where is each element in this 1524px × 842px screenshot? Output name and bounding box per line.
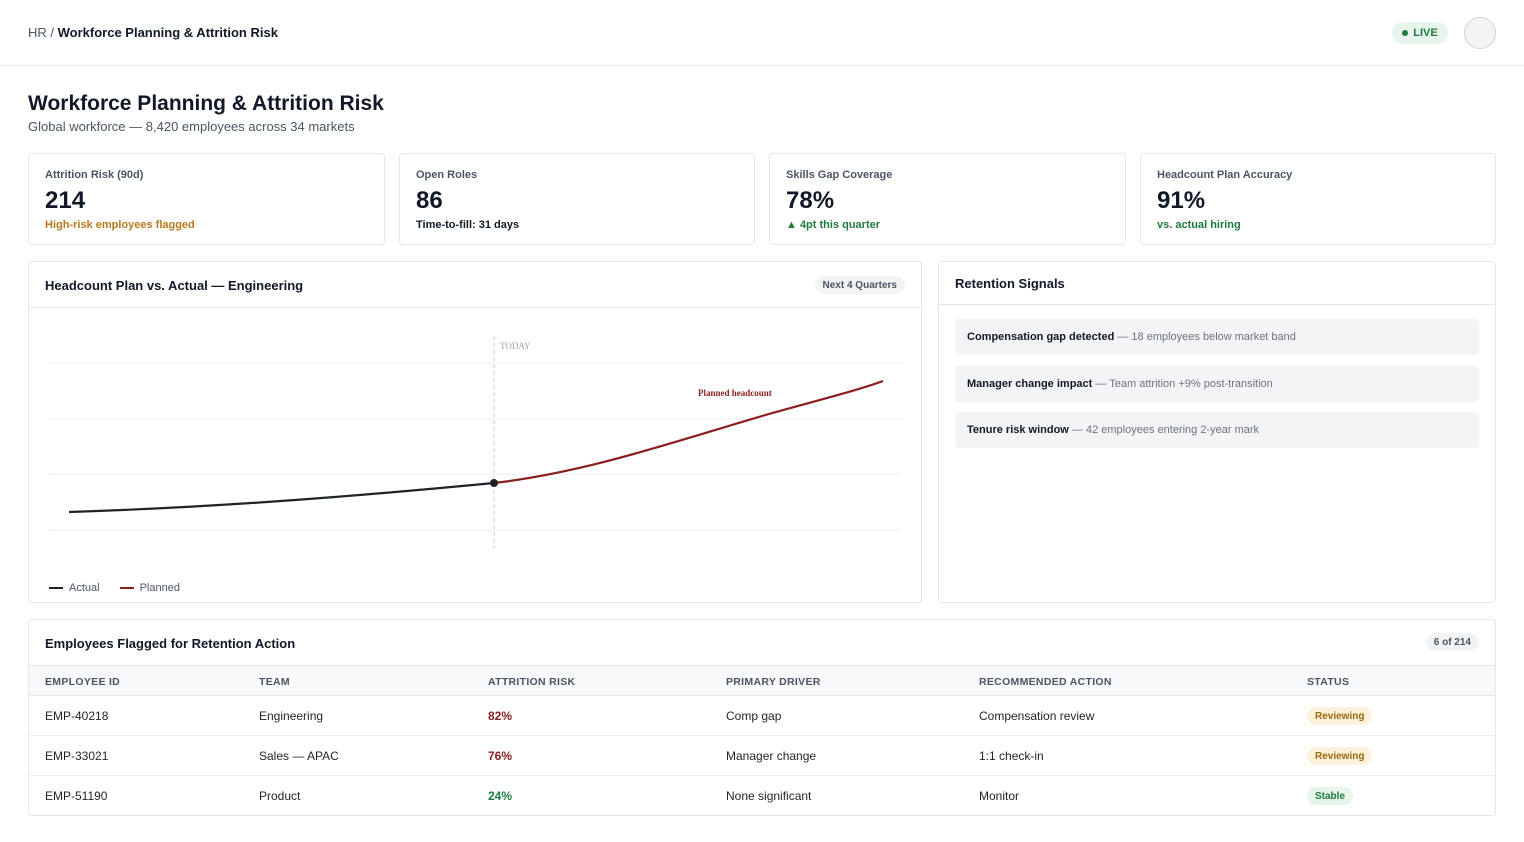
cell-employee-id: EMP-40218 xyxy=(45,709,109,723)
cell-team: Engineering xyxy=(259,709,324,723)
retention-title: Retention Signals xyxy=(955,276,1065,291)
kpi-label: Open Roles xyxy=(416,169,478,181)
quarter-range-badge[interactable]: Next 4 Quarters xyxy=(814,276,905,294)
breadcrumb-root[interactable]: HR xyxy=(28,25,47,40)
cell-attrition-risk: 82% xyxy=(488,709,513,723)
cell-primary-driver: None significant xyxy=(726,789,812,803)
cell-employee-id: EMP-51190 xyxy=(45,789,108,803)
kpi-note: High-risk employees flagged xyxy=(45,219,195,231)
chart-legend: Actual Planned xyxy=(49,582,180,594)
live-status-badge: LIVE xyxy=(1392,22,1448,44)
table-title: Employees Flagged for Retention Action xyxy=(45,636,296,651)
user-avatar[interactable] xyxy=(1464,17,1496,49)
planned-annotation: Planned headcount xyxy=(698,388,772,398)
actual-series-line xyxy=(68,481,495,514)
legend-item-planned: Planned xyxy=(119,582,180,594)
cell-employee-id: EMP-33021 xyxy=(45,749,109,763)
column-header-status[interactable]: STATUS xyxy=(1307,676,1350,688)
cell-recommended-action: Compensation review xyxy=(979,709,1095,723)
signal-manager-change[interactable]: Manager change impact — Team attrition +… xyxy=(955,366,1479,402)
status-badge: Reviewing xyxy=(1307,747,1373,765)
signal-detail: — 18 employees below market band xyxy=(1114,331,1296,343)
kpi-value: 86 xyxy=(416,187,443,214)
signal-compensation-gap[interactable]: Compensation gap detected — 18 employees… xyxy=(955,319,1479,355)
breadcrumb-separator: / xyxy=(46,25,58,40)
table-row[interactable]: EMP-51190 Product 24% None significant M… xyxy=(29,776,1495,816)
table-header: EMPLOYEE ID TEAM ATTRITION RISK PRIMARY … xyxy=(29,665,1495,696)
count-badge: 6 of 214 xyxy=(1425,633,1479,651)
top-bar: HR / Workforce Planning & Attrition Risk… xyxy=(0,0,1524,66)
chart-title: Headcount Plan vs. Actual — Engineering xyxy=(45,278,304,293)
page-title: Workforce Planning & Attrition Risk xyxy=(28,92,384,115)
today-label: TODAY xyxy=(500,341,531,351)
today-point[interactable] xyxy=(490,479,498,487)
legend-item-actual: Actual xyxy=(49,582,100,594)
table-row[interactable]: EMP-33021 Sales — APAC 76% Manager chang… xyxy=(29,736,1495,776)
kpi-value: 78% xyxy=(786,187,835,214)
signal-tenure-risk[interactable]: Tenure risk window — 42 employees enteri… xyxy=(955,412,1479,448)
flagged-employees-panel: Employees Flagged for Retention Action 6… xyxy=(28,619,1496,816)
headcount-chart-panel: Headcount Plan vs. Actual — Engineering … xyxy=(28,261,922,603)
live-dot-icon xyxy=(1402,30,1409,36)
panel-divider xyxy=(29,307,921,308)
page-subtitle: Global workforce — 8,420 employees acros… xyxy=(28,119,355,134)
signal-detail: — 42 employees entering 2-year mark xyxy=(1068,424,1260,436)
headcount-line-chart: TODAY Planned headcount xyxy=(49,336,901,548)
signal-title: Manager change impact xyxy=(967,378,1093,390)
status-badge: Reviewing xyxy=(1307,707,1373,725)
kpi-label: Headcount Plan Accuracy xyxy=(1157,169,1293,181)
planned-series-line xyxy=(493,379,884,485)
signal-title: Tenure risk window xyxy=(967,424,1069,436)
legend-label: Actual xyxy=(69,582,100,594)
kpi-note: vs. actual hiring xyxy=(1157,219,1241,231)
breadcrumb: HR / Workforce Planning & Attrition Risk xyxy=(28,25,278,40)
signal-detail: — Team attrition +9% post-transition xyxy=(1092,378,1273,390)
kpi-value: 91% xyxy=(1157,187,1206,214)
cell-primary-driver: Comp gap xyxy=(726,709,782,723)
kpi-card-open-roles: Open Roles 86 Time-to-fill: 31 days xyxy=(399,153,755,245)
live-label: LIVE xyxy=(1413,27,1438,39)
breadcrumb-current: Workforce Planning & Attrition Risk xyxy=(57,25,278,40)
kpi-card-plan-accuracy: Headcount Plan Accuracy 91% vs. actual h… xyxy=(1140,153,1496,245)
legend-label: Planned xyxy=(139,582,180,594)
cell-attrition-risk: 76% xyxy=(488,749,513,763)
legend-swatch-planned xyxy=(119,587,134,589)
retention-signals-panel: Retention Signals Compensation gap detec… xyxy=(938,261,1496,603)
kpi-card-attrition-risk: Attrition Risk (90d) 214 High-risk emplo… xyxy=(28,153,385,245)
column-header-employee-id[interactable]: EMPLOYEE ID xyxy=(45,676,121,688)
legend-swatch-actual xyxy=(49,587,63,589)
cell-attrition-risk: 24% xyxy=(488,789,513,803)
table-row[interactable]: EMP-40218 Engineering 82% Comp gap Compe… xyxy=(29,696,1495,736)
cell-team: Sales — APAC xyxy=(259,749,339,763)
kpi-value: 214 xyxy=(45,187,86,214)
kpi-label: Attrition Risk (90d) xyxy=(45,169,144,181)
cell-primary-driver: Manager change xyxy=(726,749,817,763)
kpi-note: Time-to-fill: 31 days xyxy=(416,219,520,231)
column-header-team[interactable]: TEAM xyxy=(259,676,290,688)
cell-recommended-action: Monitor xyxy=(979,789,1020,803)
panel-divider xyxy=(939,304,1495,305)
column-header-primary-driver[interactable]: PRIMARY DRIVER xyxy=(726,676,821,688)
column-header-attrition-risk[interactable]: ATTRITION RISK xyxy=(488,676,576,688)
signal-title: Compensation gap detected xyxy=(967,331,1115,343)
kpi-label: Skills Gap Coverage xyxy=(786,169,893,181)
cell-team: Product xyxy=(259,789,301,803)
cell-recommended-action: 1:1 check-in xyxy=(979,749,1044,763)
status-badge: Stable xyxy=(1307,787,1354,805)
column-header-recommended-action[interactable]: RECOMMENDED ACTION xyxy=(979,676,1112,688)
kpi-note: ▲ 4pt this quarter xyxy=(786,219,881,231)
kpi-card-skills-gap: Skills Gap Coverage 78% ▲ 4pt this quart… xyxy=(769,153,1126,245)
